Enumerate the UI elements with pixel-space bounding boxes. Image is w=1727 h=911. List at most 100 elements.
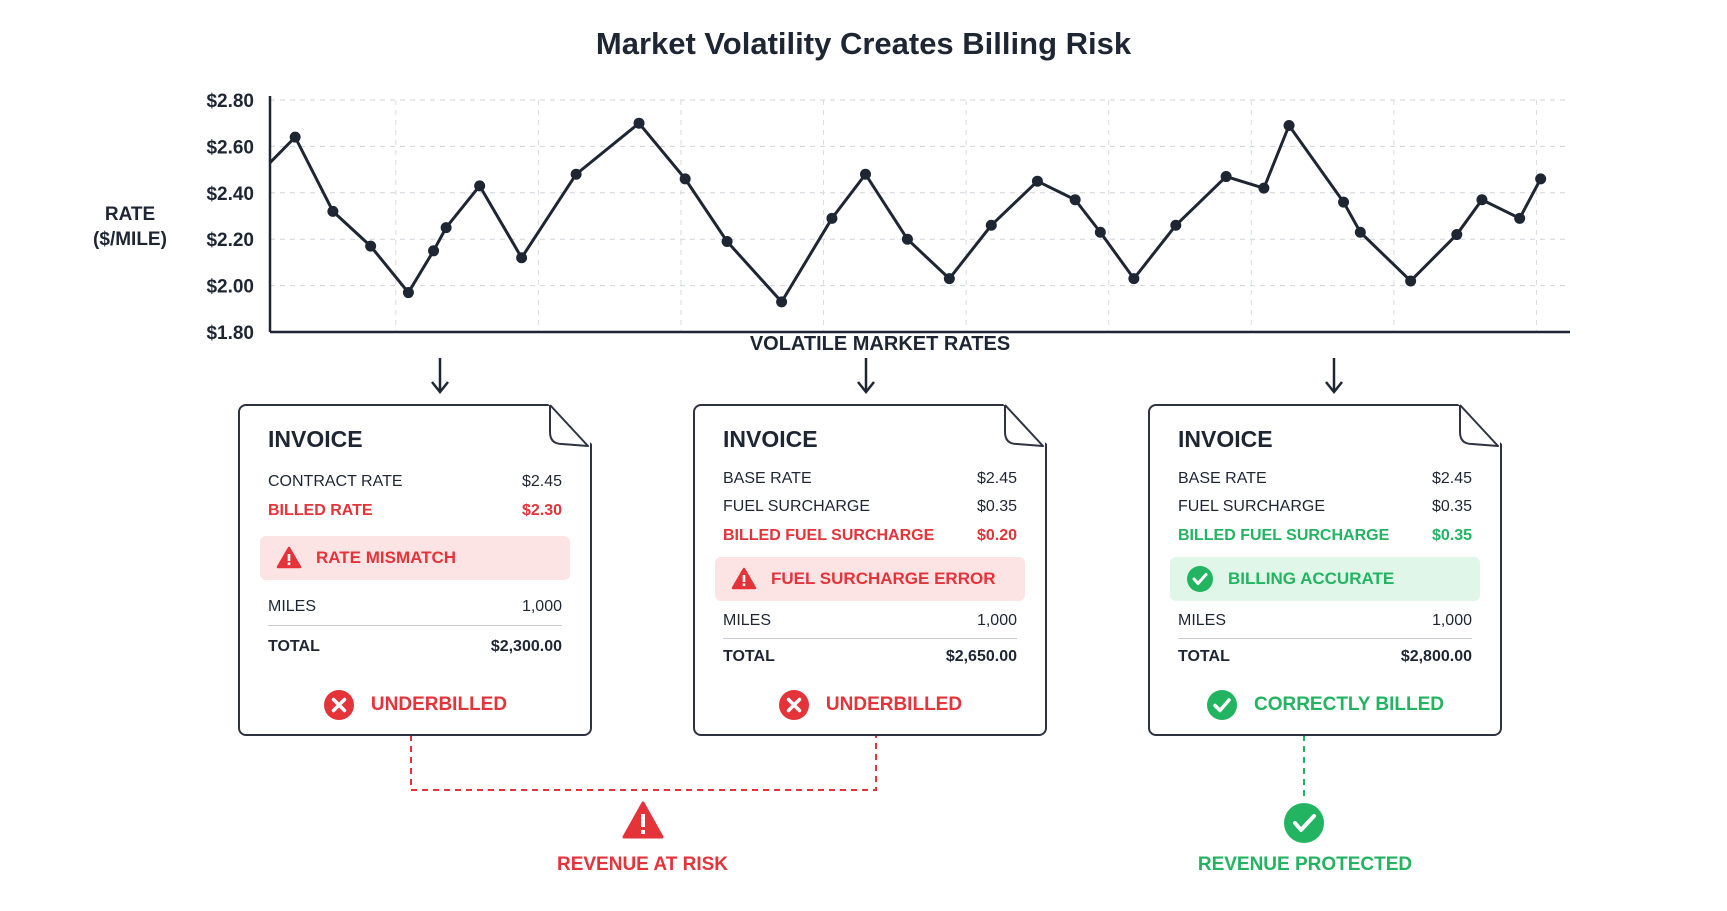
data-point bbox=[1476, 194, 1488, 206]
row-value: 1,000 bbox=[976, 612, 1017, 629]
invoice-title: INVOICE bbox=[1178, 426, 1273, 452]
row-value: $0.35 bbox=[1431, 527, 1472, 544]
row-value: $2,800.00 bbox=[1400, 648, 1472, 665]
data-point bbox=[859, 168, 871, 180]
row-label: FUEL SURCHARGE bbox=[1178, 498, 1325, 515]
row-value: $0.35 bbox=[1431, 498, 1472, 515]
data-point bbox=[679, 173, 691, 185]
row-label: TOTAL bbox=[723, 648, 775, 665]
invoice-title: INVOICE bbox=[723, 426, 818, 452]
y-tick-label: $2.80 bbox=[206, 91, 254, 112]
data-point bbox=[1354, 226, 1366, 238]
invoice-status: CORRECTLY BILLED bbox=[1150, 689, 1500, 721]
row-value: $2.30 bbox=[521, 502, 562, 519]
billing-accurate-banner: BILLING ACCURATE bbox=[1170, 557, 1480, 601]
banner-text: FUEL SURCHARGE ERROR bbox=[771, 569, 996, 588]
invoice-fold-corner bbox=[549, 404, 589, 447]
data-point bbox=[1128, 273, 1140, 285]
chart-title: Market Volatility Creates Billing Risk bbox=[595, 26, 1132, 61]
row-value: $2.45 bbox=[521, 473, 562, 490]
row-label: MILES bbox=[1178, 612, 1227, 629]
data-point bbox=[570, 168, 582, 180]
invoice-row-total: TOTAL $2,650.00 bbox=[723, 648, 1017, 666]
row-value: $0.20 bbox=[976, 527, 1017, 544]
data-point bbox=[1535, 173, 1547, 185]
divider bbox=[1178, 638, 1472, 639]
invoice-row-billed-fuel-surcharge: BILLED FUEL SURCHARGE $0.35 bbox=[1178, 527, 1472, 545]
y-axis-label: RATE ($/MILE) bbox=[80, 202, 180, 252]
data-point bbox=[943, 273, 955, 285]
data-point bbox=[901, 233, 913, 245]
invoice-row-fuel-surcharge: FUEL SURCHARGE $0.35 bbox=[723, 498, 1017, 516]
data-point bbox=[474, 180, 486, 192]
data-point bbox=[633, 117, 645, 129]
invoice-title: INVOICE bbox=[268, 426, 363, 452]
fuel-surcharge-error-banner: FUEL SURCHARGE ERROR bbox=[715, 557, 1025, 601]
check-circle-icon bbox=[1284, 803, 1324, 843]
invoice-row-base-rate: BASE RATE $2.45 bbox=[723, 470, 1017, 488]
data-point bbox=[365, 240, 377, 252]
divider bbox=[723, 638, 1017, 639]
data-point bbox=[985, 219, 997, 231]
revenue-protected-label: REVENUE PROTECTED bbox=[1197, 854, 1413, 875]
status-text: UNDERBILLED bbox=[825, 694, 963, 715]
row-value: 1,000 bbox=[1431, 612, 1472, 629]
invoice-row-billed-rate: BILLED RATE $2.30 bbox=[268, 502, 562, 520]
row-label: CONTRACT RATE bbox=[268, 473, 403, 490]
data-point bbox=[1094, 226, 1106, 238]
divider bbox=[268, 625, 562, 626]
invoice-row-miles: MILES 1,000 bbox=[1178, 612, 1472, 630]
data-point bbox=[826, 212, 838, 224]
warning-icon bbox=[731, 567, 757, 591]
x-circle-icon bbox=[778, 689, 810, 721]
data-point bbox=[1170, 219, 1182, 231]
x-axis-label: VOLATILE MARKET RATES bbox=[749, 333, 1011, 355]
data-point bbox=[1283, 120, 1295, 132]
arrow-down-icon bbox=[1325, 358, 1343, 395]
data-point bbox=[440, 222, 452, 234]
arrow-down-icon bbox=[431, 358, 449, 395]
rate-line-chart: $1.80 $2.00 $2.20 $2.40 $2.60 $2.80 bbox=[206, 91, 1570, 344]
data-point bbox=[1338, 196, 1350, 208]
row-value: $2,300.00 bbox=[490, 638, 562, 655]
data-point bbox=[1258, 182, 1270, 194]
status-text: CORRECTLY BILLED bbox=[1253, 694, 1445, 715]
y-tick-label: $2.20 bbox=[206, 230, 254, 251]
invoice-status: UNDERBILLED bbox=[240, 689, 590, 721]
invoice-row-base-rate: BASE RATE $2.45 bbox=[1178, 470, 1472, 488]
data-point bbox=[1031, 175, 1043, 187]
row-label: BASE RATE bbox=[723, 470, 812, 487]
banner-text: BILLING ACCURATE bbox=[1228, 569, 1395, 588]
data-point bbox=[402, 287, 414, 299]
invoice-status: UNDERBILLED bbox=[695, 689, 1045, 721]
row-label: FUEL SURCHARGE bbox=[723, 498, 870, 515]
y-tick-label: $2.40 bbox=[206, 184, 254, 205]
row-label: MILES bbox=[723, 612, 772, 629]
x-circle-icon bbox=[323, 689, 355, 721]
rate-mismatch-banner: RATE MISMATCH bbox=[260, 536, 570, 580]
warning-icon bbox=[276, 546, 302, 570]
data-point bbox=[1069, 194, 1081, 206]
row-label: TOTAL bbox=[268, 638, 320, 655]
row-label: MILES bbox=[268, 598, 317, 615]
invoice-row-total: TOTAL $2,300.00 bbox=[268, 638, 562, 656]
data-point bbox=[721, 236, 733, 248]
data-point bbox=[428, 245, 440, 257]
data-point bbox=[1405, 275, 1417, 287]
invoice-row-total: TOTAL $2,800.00 bbox=[1178, 648, 1472, 666]
banner-text: RATE MISMATCH bbox=[316, 548, 457, 567]
risk-connector bbox=[410, 735, 877, 791]
row-value: 1,000 bbox=[521, 598, 562, 615]
row-value: $0.35 bbox=[976, 498, 1017, 515]
invoice-row-fuel-surcharge: FUEL SURCHARGE $0.35 bbox=[1178, 498, 1472, 516]
check-circle-icon bbox=[1206, 689, 1238, 721]
invoice-row-miles: MILES 1,000 bbox=[268, 598, 562, 616]
revenue-at-risk-label: REVENUE AT RISK bbox=[556, 854, 729, 875]
invoice-fold-corner bbox=[1459, 404, 1499, 447]
invoice-row-contract-rate: CONTRACT RATE $2.45 bbox=[268, 473, 562, 491]
row-value: $2,650.00 bbox=[945, 648, 1017, 665]
y-axis-label-line2: ($/MILE) bbox=[93, 229, 167, 250]
row-label: BILLED FUEL SURCHARGE bbox=[1178, 527, 1390, 544]
check-circle-icon bbox=[1186, 565, 1214, 593]
